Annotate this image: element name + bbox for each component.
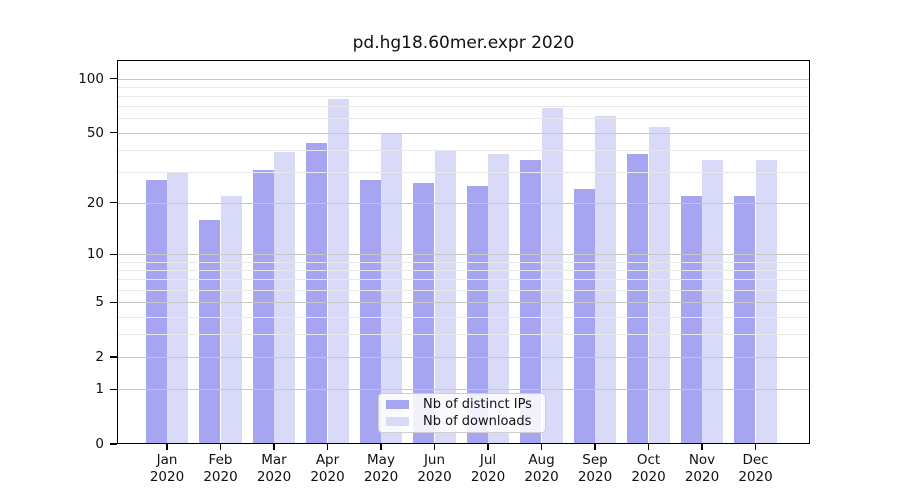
x-tick-mark-nov: [701, 444, 703, 450]
plot-area-border: [117, 60, 810, 444]
x-tick-label-feb: Feb 2020: [191, 452, 251, 486]
legend-label-downloads: Nb of downloads: [423, 413, 532, 429]
y-tick-label-50: 50: [86, 124, 104, 141]
y-tick-mark-10: [110, 253, 117, 255]
y-tick-mark-100: [110, 77, 117, 80]
x-tick-label-year: 2020: [738, 469, 773, 485]
x-tick-label-year: 2020: [363, 469, 399, 485]
x-tick-label-month: Jan: [156, 452, 178, 468]
x-tick-label-year: 2020: [149, 469, 185, 485]
x-tick-label-oct: Oct 2020: [619, 452, 679, 486]
legend-swatch-distinct-ips: [386, 400, 409, 410]
x-tick-label-month: Aug: [528, 452, 555, 468]
x-tick-mark-dec: [754, 444, 757, 450]
x-tick-label-month: Jul: [479, 452, 497, 468]
x-tick-label-month: Sep: [582, 452, 608, 468]
x-tick-label-month: Oct: [636, 452, 661, 468]
x-tick-label-year: 2020: [203, 469, 238, 485]
y-tick-label-2: 2: [95, 348, 104, 365]
x-tick-label-jan: Jan 2020: [137, 452, 197, 486]
x-tick-label-year: 2020: [524, 469, 559, 485]
x-tick-mark-jan: [166, 444, 168, 450]
x-tick-label-year: 2020: [631, 469, 666, 485]
y-tick-label-100: 100: [78, 70, 104, 87]
y-tick-mark-20: [110, 202, 117, 204]
x-tick-label-mar: Mar 2020: [244, 452, 304, 486]
x-tick-label-aug: Aug 2020: [512, 452, 572, 486]
y-tick-label-10: 10: [86, 246, 104, 263]
y-tick-mark-50: [110, 132, 117, 134]
legend-swatch-downloads: [386, 416, 409, 426]
x-tick-label-month: Jun: [423, 452, 446, 468]
x-tick-mark-apr: [326, 444, 329, 450]
legend-label-distinct-ips: Nb of distinct IPs: [423, 397, 532, 413]
x-tick-mark-jun: [433, 444, 436, 450]
x-tick-label-month: Feb: [208, 452, 233, 468]
y-tick-mark-0: [110, 443, 117, 445]
x-tick-label-dec: Dec 2020: [726, 452, 786, 486]
x-tick-mark-oct: [647, 444, 650, 450]
y-tick-mark-1: [110, 388, 117, 390]
y-tick-label-0: 0: [95, 436, 104, 452]
chart-title: pd.hg18.60mer.expr 2020: [352, 33, 575, 53]
legend: Nb of distinct IPs Nb of downloads: [378, 393, 546, 433]
y-tick-label-1: 1: [95, 381, 104, 398]
x-tick-label-may: May 2020: [351, 452, 411, 486]
x-tick-label-jun: Jun 2020: [405, 452, 465, 486]
x-tick-label-month: Dec: [742, 452, 769, 468]
x-tick-label-month: May: [367, 452, 395, 468]
x-tick-label-sep: Sep 2020: [565, 452, 625, 486]
y-tick-mark-2: [110, 356, 117, 358]
y-tick-label-5: 5: [95, 294, 104, 311]
x-tick-mark-aug: [540, 444, 543, 450]
x-tick-mark-may: [380, 444, 382, 450]
x-tick-label-year: 2020: [256, 469, 292, 485]
legend-item-downloads: Nb of downloads: [379, 413, 545, 429]
y-tick-label-20: 20: [86, 194, 104, 211]
x-tick-label-month: Mar: [261, 452, 287, 468]
x-tick-mark-feb: [219, 444, 222, 450]
x-tick-label-year: 2020: [310, 469, 345, 485]
x-tick-label-year: 2020: [470, 469, 506, 485]
x-tick-label-year: 2020: [417, 469, 452, 485]
x-tick-label-apr: Apr 2020: [298, 452, 358, 486]
x-tick-label-month: Nov: [688, 452, 716, 468]
y-tick-mark-5: [110, 301, 117, 303]
x-tick-mark-mar: [273, 444, 275, 450]
x-tick-label-month: Apr: [315, 452, 340, 468]
x-tick-label-jul: Jul 2020: [458, 452, 518, 486]
x-tick-mark-sep: [594, 444, 596, 450]
x-tick-label-year: 2020: [684, 469, 720, 485]
legend-item-distinct-ips: Nb of distinct IPs: [379, 397, 545, 413]
x-tick-label-nov: Nov 2020: [672, 452, 732, 486]
x-tick-mark-jul: [487, 444, 489, 450]
x-tick-label-year: 2020: [577, 469, 613, 485]
